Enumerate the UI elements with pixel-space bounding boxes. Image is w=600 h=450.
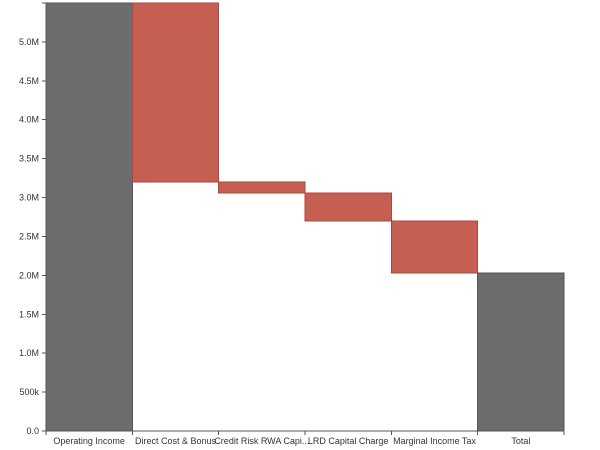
y-tick-label-0: 0.0 bbox=[26, 426, 39, 436]
y-tick-label-9: 4.5M bbox=[19, 76, 39, 86]
y-tick-label-7: 3.5M bbox=[19, 154, 39, 164]
y-tick-label-1: 500k bbox=[19, 387, 39, 397]
bar-4 bbox=[390, 220, 479, 274]
bar-5 bbox=[477, 272, 565, 432]
y-tick-label-10: 5.0M bbox=[19, 37, 39, 47]
y-tick-label-4: 2.0M bbox=[19, 270, 39, 280]
y-tick-label-6: 3.0M bbox=[19, 193, 39, 203]
x-tick-label-1: Direct Cost & Bonus bbox=[135, 436, 217, 446]
y-tick-label-8: 4.0M bbox=[19, 115, 39, 125]
bar-0 bbox=[45, 2, 133, 432]
x-tick-label-4: Marginal Income Tax bbox=[393, 436, 476, 446]
y-tick-label-5: 2.5M bbox=[19, 231, 39, 241]
bar-3 bbox=[304, 192, 392, 222]
x-tick-label-3: LRD Capital Charge bbox=[308, 436, 389, 446]
x-tick-label-2: Credit Risk RWA Capi... bbox=[214, 436, 309, 446]
y-tick-label-3: 1.5M bbox=[19, 309, 39, 319]
x-tick-label-5: Total bbox=[511, 436, 530, 446]
bar-1 bbox=[131, 2, 220, 183]
bar-2 bbox=[218, 181, 306, 194]
x-tick-label-0: Operating Income bbox=[53, 436, 125, 446]
y-tick-label-2: 1.0M bbox=[19, 348, 39, 358]
axis-layer: 0.0 500k 1.0M 1.5M 2.0M 2.5M 3.0M 3.5M 4.0M 4.5M 5… bbox=[19, 2, 565, 446]
bars-layer bbox=[45, 2, 565, 432]
